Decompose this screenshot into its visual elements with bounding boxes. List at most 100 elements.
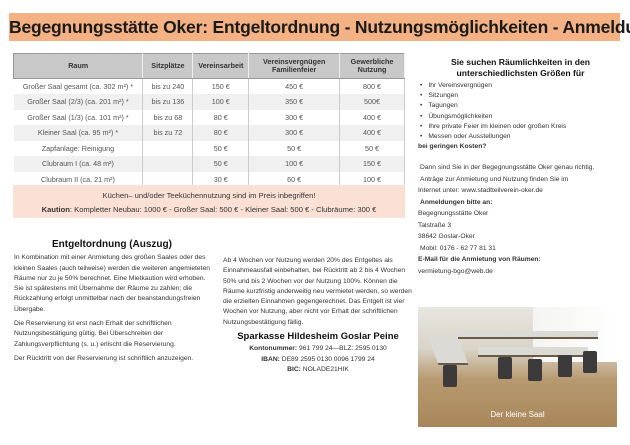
photo-caption: Der kleine Saal [490, 410, 545, 419]
column-header: Vereinsarbeit [192, 53, 250, 79]
chair [583, 351, 597, 373]
table-cell: 50 € [192, 140, 250, 156]
bank-konto: Kontonummer: 961 799 24—BLZ: 2595 0130 [223, 344, 413, 354]
table-cell: Großer Saal (1/3) (ca. 101 m²) * [13, 109, 144, 125]
notice-box: Küchen– und/oder Teeküchennutzung sind i… [13, 185, 405, 218]
table-cell [142, 171, 194, 187]
table-cell: 300 € [248, 109, 341, 125]
website-link[interactable]: Internet unter: www.stadtteilverein-oker… [418, 187, 543, 195]
table-cell: 400 € [339, 109, 405, 125]
table-cell: Großer Saal (2/3) (ca. 201 m²) * [13, 94, 144, 110]
address-line: Begegnungsstätte Oker [418, 210, 489, 218]
table-cell: 800 € [339, 78, 405, 94]
kaution-text: : Kompletter Neubau: 1000 € - Großer Saa… [69, 205, 377, 214]
table-cell: 400 € [339, 125, 405, 141]
table-cell: 300 € [248, 125, 341, 141]
bic-label: BIC: [287, 365, 301, 373]
bank-details: Sparkasse Hildesheim Goslar Peine Konton… [223, 331, 413, 375]
list-item: Ihr Vereinsvergnügen [420, 81, 623, 91]
cost-question: bei geringen Kosten? [418, 143, 487, 151]
table-cell: 500€ [339, 94, 405, 110]
table-cell: 50 € [339, 140, 405, 156]
list-item: Ihre private Feier im kleinen oder große… [420, 122, 623, 132]
list-item: Übungsmöglichkeiten [420, 112, 623, 122]
price-table: Raum Sitzplätze Vereinsarbeit Vereinsvergnü… [12, 53, 405, 187]
column-header: Sitzplätze [142, 53, 194, 79]
cancellation-section: Ab 4 Wochen vor Nutzung werden 20% des E… [223, 256, 413, 375]
email-label: E-Mail für die Anmietung von Räumen: [418, 256, 541, 264]
column-header: Vereinsvergnügen Familienfeier [248, 53, 341, 79]
table-cell: 150 € [192, 78, 250, 94]
cancellation-paragraph: Ab 4 Wochen vor Nutzung werden 20% des E… [223, 257, 412, 326]
column-header: Gewerbliche Nutzung [339, 53, 405, 79]
iban-label: IBAN: [261, 355, 280, 363]
list-item: Messen oder Ausstellungen [420, 132, 623, 142]
table-cell: 50 € [192, 156, 250, 172]
entgelt-paragraph: Die Reservierung ist erst nach Erhalt de… [14, 320, 176, 348]
table-cell: 80 € [192, 109, 250, 125]
table-cell: bis zu 240 [142, 78, 194, 94]
table-cell: 30 € [192, 171, 250, 187]
table-row: Kleiner Saal (ca. 95 m²) * bis zu 72 80 €3… [13, 125, 405, 141]
table-cell: Clubraum II (ca. 21 m²) [13, 171, 144, 187]
kitchen-notice: Küchen– und/oder Teeküchennutzung sind i… [102, 191, 316, 200]
bank-name: Sparkasse Hildesheim Goslar Peine [237, 331, 399, 343]
table-row: Clubraum I (ca. 48 m²) 50 €100 €150 € [13, 156, 405, 172]
entgelt-paragraph: In Kombination mit einer Anmietung des g… [14, 254, 210, 313]
bank-iban: IBAN: DE89 2595 0130 0096 1799 24 [223, 355, 413, 365]
phone-number: Mobil: 0176 - 62 77 81 31 [420, 244, 496, 252]
table-cell: bis zu 72 [142, 125, 194, 141]
table-header-row: Raum Sitzplätze Vereinsarbeit Vereinsvergnü… [12, 53, 405, 79]
info-heading: Sie suchen Räumlichkeiten in den untersc… [451, 57, 590, 78]
kaution-notice: Kaution: Kompletter Neubau: 1000 € - Gro… [13, 203, 405, 217]
intro-text: Anträge zur Anmietung und Nutzung finden… [420, 175, 569, 183]
table-shape [458, 331, 598, 339]
table-cell: 100 € [192, 94, 250, 110]
table-cell: Zapfanlage: Reinigung [13, 140, 144, 156]
list-item: Sitzungen [420, 91, 623, 101]
chair [443, 365, 457, 387]
table-row: Großer Saal (2/3) (ca. 201 m²) * bis zu 1… [13, 94, 405, 110]
address-line: 38642 Goslar-Oker [418, 233, 475, 241]
table-cell: 60 € [248, 171, 341, 187]
bic-value: NOLADE21HIK [300, 365, 349, 373]
table-cell [142, 156, 194, 172]
table-shape [478, 347, 588, 357]
table-cell: Kleiner Saal (ca. 95 m²) * [13, 125, 144, 141]
table-cell: 450 € [248, 78, 341, 94]
intro-text: Dann sind Sie in der Begegnungsstätte Ok… [420, 164, 595, 172]
kaution-label: Kaution [41, 205, 70, 214]
anmeldung-label: Anmeldungen bitte an: [420, 198, 493, 206]
chair [558, 355, 572, 377]
table-cell: bis zu 136 [142, 94, 194, 110]
table-row: Zapfanlage: Reinigung 50 €50 €50 € [13, 140, 405, 156]
info-section: Sie suchen Räumlichkeiten in den untersc… [418, 57, 623, 277]
konto-value: 961 799 24—BLZ: 2595 0130 [297, 345, 387, 353]
entgelt-paragraph: Der Rücktritt von der Reservierung ist s… [14, 354, 194, 362]
table-cell: 100 € [339, 171, 405, 187]
table-cell: 100 € [248, 156, 341, 172]
table-cell: 150 € [339, 156, 405, 172]
column-header: Raum [12, 53, 144, 79]
email-link[interactable]: vermietung-bgo@web.de [418, 267, 493, 275]
table-cell: 350 € [248, 94, 341, 110]
list-item: Tagungen [420, 101, 623, 111]
table-cell: 50 € [248, 140, 341, 156]
table-cell: Clubraum I (ca. 48 m²) [13, 156, 144, 172]
bank-bic: BIC: NOLADE21HIK [223, 365, 413, 375]
konto-label: Kontonummer: [249, 345, 298, 353]
table-cell: 80 € [192, 125, 250, 141]
table-cell [142, 140, 194, 156]
room-photo: Der kleine Saal [418, 307, 617, 427]
table-row: Clubraum II (ca. 21 m²) 30 €60 €100 € [13, 171, 405, 187]
chair [498, 357, 512, 379]
table-cell: bis zu 68 [142, 109, 194, 125]
page-title: Begegnungsstätte Oker: Entgeltordnung - … [9, 13, 630, 41]
table-cell: Großer Saal gesamt (ca. 302 m²) * [13, 78, 144, 94]
chair [528, 359, 542, 381]
entgelt-section: Entgeltordnung (Auszug) In Kombination m… [14, 239, 210, 368]
table-row: Großer Saal (1/3) (ca. 101 m²) * bis zu 6… [13, 109, 405, 125]
table-shape [427, 335, 469, 365]
table-row: Großer Saal gesamt (ca. 302 m²) * bis zu … [13, 78, 405, 94]
address-line: Talstraße 3 [418, 221, 452, 229]
